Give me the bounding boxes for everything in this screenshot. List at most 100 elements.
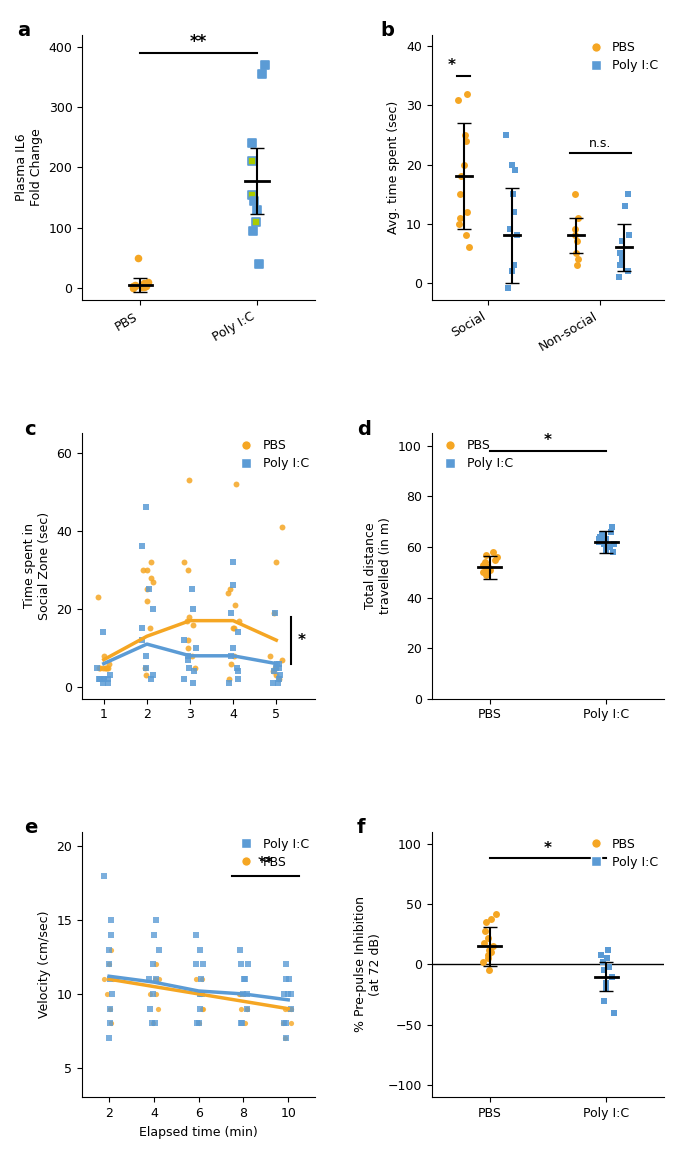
Point (141, 591, 152, 610)
Point (284, 970, 295, 989)
Point (106, 985, 117, 1004)
Point (105, 999, 116, 1018)
Point (601, 949, 612, 968)
Point (488, 543, 499, 561)
Point (248, 222, 259, 240)
Y-axis label: Time spent in
Social Zone (sec): Time spent in Social Zone (sec) (23, 512, 51, 620)
Point (257, 65, 268, 83)
Legend: PBS, Poly I:C: PBS, Poly I:C (584, 837, 658, 869)
Point (103, 955, 114, 974)
Point (197, 970, 208, 989)
Point (246, 186, 257, 204)
Point (240, 1014, 251, 1033)
Legend: PBS, Poly I:C: PBS, Poly I:C (438, 439, 512, 470)
Point (280, 999, 291, 1018)
Point (191, 1014, 202, 1033)
Point (607, 517, 618, 536)
Point (480, 545, 491, 564)
Point (241, 985, 252, 1004)
Point (595, 528, 606, 546)
Point (183, 631, 194, 649)
Point (281, 970, 292, 989)
Point (136, 537, 147, 556)
Point (184, 658, 195, 677)
Point (223, 670, 234, 688)
Point (231, 475, 242, 493)
Point (190, 658, 201, 677)
Point (481, 560, 492, 579)
Point (479, 922, 490, 940)
Point (616, 249, 627, 268)
Point (147, 955, 158, 974)
Point (151, 911, 162, 930)
Point (184, 471, 195, 490)
Point (186, 647, 197, 665)
Point (270, 604, 281, 623)
Point (225, 647, 236, 665)
Point (601, 541, 612, 559)
Point (271, 666, 282, 685)
Legend: PBS, Poly I:C: PBS, Poly I:C (584, 40, 658, 72)
Point (275, 666, 286, 685)
Point (608, 543, 619, 561)
Point (103, 955, 114, 974)
Point (136, 277, 147, 296)
Point (490, 904, 501, 923)
Point (602, 940, 613, 959)
Point (268, 662, 279, 680)
Point (98, 670, 109, 688)
Point (605, 538, 616, 557)
Y-axis label: Velocity (cm/sec): Velocity (cm/sec) (38, 910, 51, 1019)
Point (186, 580, 197, 598)
Point (596, 532, 607, 551)
Point (248, 192, 259, 210)
Point (147, 1014, 158, 1033)
Point (103, 658, 114, 677)
Point (614, 268, 625, 286)
Point (242, 999, 253, 1018)
Point (286, 985, 297, 1004)
Point (598, 953, 609, 971)
Y-axis label: % Pre-pulse Inhibition
(at 72 dB): % Pre-pulse Inhibition (at 72 dB) (354, 896, 382, 1033)
Point (274, 658, 285, 677)
Point (599, 961, 610, 979)
Point (478, 953, 489, 971)
Point (614, 244, 625, 262)
Point (142, 580, 153, 598)
Point (501, 126, 512, 144)
Point (242, 955, 253, 974)
Point (599, 991, 610, 1009)
Point (481, 562, 492, 581)
Point (145, 619, 156, 638)
Point (461, 132, 472, 150)
Point (139, 274, 150, 292)
Point (606, 967, 617, 985)
Point (269, 658, 280, 677)
Point (268, 673, 279, 692)
Point (127, 278, 138, 297)
Point (153, 940, 164, 959)
Point (593, 532, 604, 551)
Point (94, 658, 105, 677)
Point (190, 639, 201, 657)
Point (596, 526, 607, 544)
Point (622, 185, 633, 203)
Point (281, 1029, 292, 1048)
Point (182, 650, 193, 669)
X-axis label: Elapsed time (min): Elapsed time (min) (139, 1125, 258, 1139)
Text: n.s.: n.s. (589, 136, 612, 150)
Point (573, 249, 584, 268)
Point (490, 551, 501, 569)
Point (286, 999, 297, 1018)
Point (195, 985, 206, 1004)
Point (222, 584, 233, 603)
Point (104, 666, 115, 685)
Point (279, 1014, 290, 1033)
Point (271, 658, 282, 677)
Point (271, 553, 282, 572)
Point (95, 658, 105, 677)
Point (226, 655, 237, 673)
Point (242, 999, 253, 1018)
Text: **: ** (258, 857, 274, 871)
Point (137, 631, 148, 649)
